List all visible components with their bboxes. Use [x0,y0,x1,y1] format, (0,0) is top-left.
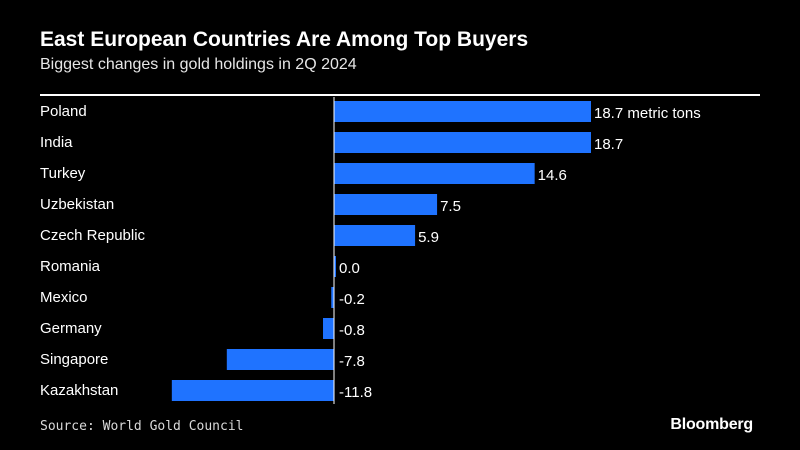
value-label: -0.2 [339,291,365,308]
category-label: Germany [40,320,102,337]
value-label: 7.5 [440,198,461,215]
value-label: 14.6 [538,167,567,184]
category-label: Kazakhstan [40,382,118,399]
category-label: Mexico [40,289,88,306]
category-label: Czech Republic [40,227,146,244]
bar-uzbekistan [334,194,438,215]
bar-india [334,132,591,153]
category-label: India [40,134,73,151]
bar-czech-republic [334,225,416,246]
bar-kazakhstan [171,380,334,401]
category-label: Romania [40,258,101,275]
value-label: -7.8 [339,353,365,370]
value-label: -0.8 [339,322,365,339]
chart-title: East European Countries Are Among Top Bu… [40,28,529,51]
bar-romania [334,256,336,277]
value-label: 0.0 [339,260,360,277]
value-label: -11.8 [339,384,372,401]
category-label: Turkey [40,165,86,182]
category-label: Uzbekistan [40,196,114,213]
chart-subtitle: Biggest changes in gold holdings in 2Q 2… [40,56,357,73]
bar-mexico [331,287,334,308]
value-label: 18.7 [594,136,623,153]
value-label: 5.9 [418,229,439,246]
bloomberg-logo: Bloomberg [670,416,753,433]
bar-singapore [226,349,334,370]
bar-germany [323,318,334,339]
category-label: Poland [40,103,87,120]
bar-poland [334,101,591,122]
source-note: Source: World Gold Council [40,419,244,434]
value-label: 18.7 metric tons [594,105,701,122]
bar-turkey [334,163,535,184]
category-label: Singapore [40,351,108,368]
